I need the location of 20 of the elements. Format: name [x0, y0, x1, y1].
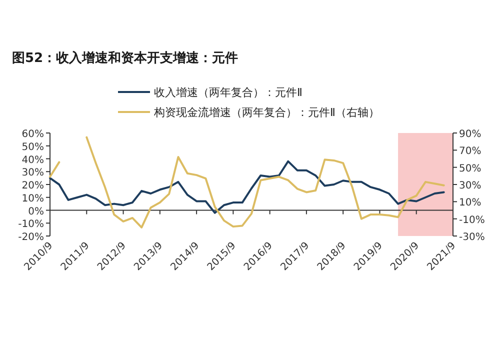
y-tick-label: 0%: [28, 206, 44, 218]
line-series: [49, 160, 445, 214]
y2-tick-label: 30%: [459, 180, 482, 192]
y-tick-label: 40%: [22, 154, 44, 166]
y-tick-label: 60%: [22, 129, 44, 140]
y-tick-label: -20%: [18, 232, 44, 243]
legend-label: 收入增速（两年复合）：元件Ⅱ: [154, 86, 302, 99]
y2-tick-label: 90%: [459, 129, 482, 140]
y2-tick-label: 10%: [459, 198, 482, 209]
y-tick-label: 30%: [22, 168, 44, 179]
y2-tick-label: 50%: [459, 163, 482, 174]
y2-tick-label: 70%: [459, 146, 482, 158]
y2-tick-label: -30%: [459, 232, 485, 243]
chart-title: 图52：收入增速和资本开支增速：元件: [12, 50, 238, 66]
legend-label: 构资现金流增速（两年复合）：元件Ⅱ（右轴）: [153, 106, 380, 119]
y-tick-label: -10%: [18, 219, 44, 230]
y-tick-label: 20%: [22, 180, 44, 192]
y-tick-label: 50%: [22, 142, 44, 153]
y-tick-label: 10%: [22, 193, 44, 204]
y2-tick-label: -10%: [459, 214, 485, 226]
